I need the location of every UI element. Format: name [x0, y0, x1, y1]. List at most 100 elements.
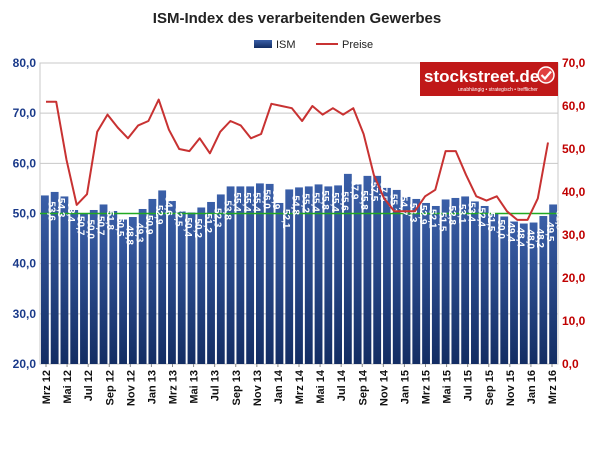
ism-bar [334, 185, 343, 364]
ism-value-label: 57,9 [348, 180, 359, 200]
ism-bar [480, 205, 489, 364]
y-left-tick-label: 60,0 [13, 156, 37, 170]
ism-value-label: 53,8 [221, 200, 232, 220]
x-tick-label: Mrz 13 [168, 370, 180, 404]
ism-bar [529, 222, 538, 364]
x-tick-label: Mai 14 [315, 369, 327, 404]
x-tick-label: Mrz 15 [421, 370, 433, 404]
ism-bar [197, 207, 206, 364]
ism-value-label: 54,7 [397, 196, 408, 216]
ism-value-label: 50,2 [192, 218, 203, 238]
ism-value-label: 55,6 [339, 191, 350, 211]
ism-bar [412, 198, 421, 364]
ism-value-label: 52,1 [280, 209, 291, 229]
y-right-tick-label: 70,0 [562, 56, 586, 70]
ism-bar [40, 195, 49, 364]
ism-value-label: 52,5 [172, 207, 183, 227]
x-tick-label: Nov 14 [378, 369, 390, 406]
ism-bar [422, 202, 430, 364]
x-tick-label: Jan 13 [146, 370, 158, 404]
legend-ism-label: ISM [276, 39, 296, 51]
ism-bar [519, 223, 528, 364]
ism-value-label: 54,3 [55, 198, 66, 218]
ism-value-label: 50,0 [495, 220, 506, 240]
ism-value-label: 48,8 [124, 226, 135, 246]
ism-bar [216, 194, 225, 364]
ism-value-label: 50,0 [84, 220, 95, 240]
y-left-tick-label: 30,0 [13, 307, 37, 321]
x-tick-label: Jan 15 [399, 370, 411, 404]
ism-bar [168, 200, 176, 364]
check-circle-icon [537, 66, 555, 84]
ism-bar [50, 191, 59, 364]
ism-value-label: 54,6 [163, 196, 174, 216]
x-tick-label: Jul 15 [463, 370, 475, 401]
ism-bar [70, 209, 79, 364]
ism-bar [119, 219, 127, 364]
y-right-tick-label: 50,0 [562, 142, 586, 156]
ism-bar [510, 221, 518, 364]
y-left-tick-label: 70,0 [13, 106, 37, 120]
y-right-tick-label: 10,0 [562, 314, 586, 328]
y-axis-left: 20,0 30,0 40,0 50,0 60,0 70,0 80,0 [13, 56, 37, 371]
ism-value-label: 51,2 [202, 213, 213, 233]
ism-bar [265, 183, 274, 364]
ism-value-label: 52,9 [153, 205, 164, 225]
ism-bar [392, 189, 401, 364]
ism-value-label: 50,7 [75, 216, 86, 236]
y-right-tick-label: 0,0 [562, 357, 579, 371]
legend: ISM Preise [254, 39, 373, 51]
ism-value-label: 57,5 [378, 182, 389, 202]
ism-bar [246, 186, 255, 364]
ism-value-label: 55,4 [251, 192, 262, 212]
ism-bar [539, 216, 548, 364]
ism-value-label: 55,8 [319, 190, 330, 210]
ism-value-label: 55,4 [309, 192, 320, 212]
ism-bar [451, 197, 460, 364]
ism-value-label: 50,4 [182, 217, 193, 237]
ism-value-label: 52,3 [212, 208, 223, 228]
ism-value-label: 54,8 [290, 195, 301, 215]
x-tick-label: Mai 12 [62, 370, 74, 404]
x-tick-label: Mrz 16 [547, 370, 559, 404]
ism-value-label: 49,4 [505, 223, 516, 243]
ism-bar [471, 201, 479, 364]
x-tick-label: Sep 15 [484, 370, 496, 405]
logo-background [420, 62, 558, 96]
y-left-tick-label: 40,0 [13, 257, 37, 271]
ism-bar [431, 205, 440, 364]
ism-value-label: 55,1 [387, 194, 398, 214]
y-left-tick-label: 20,0 [13, 357, 37, 371]
check-mark-icon [540, 70, 552, 81]
ism-bar [207, 201, 215, 364]
ism-value-label: 56,0 [260, 189, 271, 209]
y-left-tick-label: 80,0 [13, 56, 37, 70]
ism-value-label: 51,5 [485, 212, 496, 232]
ism-bar [343, 173, 352, 364]
ism-bar [177, 211, 186, 364]
chart-title: ISM-Index des verarbeitenden Gewerbes [153, 10, 441, 27]
ism-bar [138, 208, 147, 364]
ism-value-label: 53,4 [466, 202, 477, 222]
x-tick-label: Sep 13 [231, 370, 243, 405]
ism-bar [441, 199, 450, 364]
x-tick-label: Mrz 12 [41, 370, 53, 404]
x-tick-label: Mai 15 [442, 370, 454, 404]
ism-value-label: 52,1 [427, 209, 438, 229]
ism-bar [304, 186, 313, 364]
ism-bar [255, 183, 264, 364]
ism-value-label: 53,4 [65, 202, 76, 222]
logo-name: stockstreet.de [424, 67, 539, 86]
ism-bar [236, 186, 245, 364]
ism-bar [148, 198, 157, 364]
bar-value-labels: 53,654,353,450,750,050,751,850,548,849,3… [45, 180, 564, 250]
ism-bar [549, 204, 558, 364]
ism-bar [60, 196, 69, 364]
x-tick-label: Sep 14 [357, 369, 369, 405]
x-tick-label: Jan 14 [273, 369, 285, 404]
ism-bar [500, 216, 509, 364]
logo: stockstreet.de unabhängig • strategisch … [420, 62, 558, 96]
ism-value-label: 51,8 [554, 210, 565, 230]
ism-value-label: 50,7 [94, 216, 105, 236]
ism-bar [128, 217, 137, 364]
